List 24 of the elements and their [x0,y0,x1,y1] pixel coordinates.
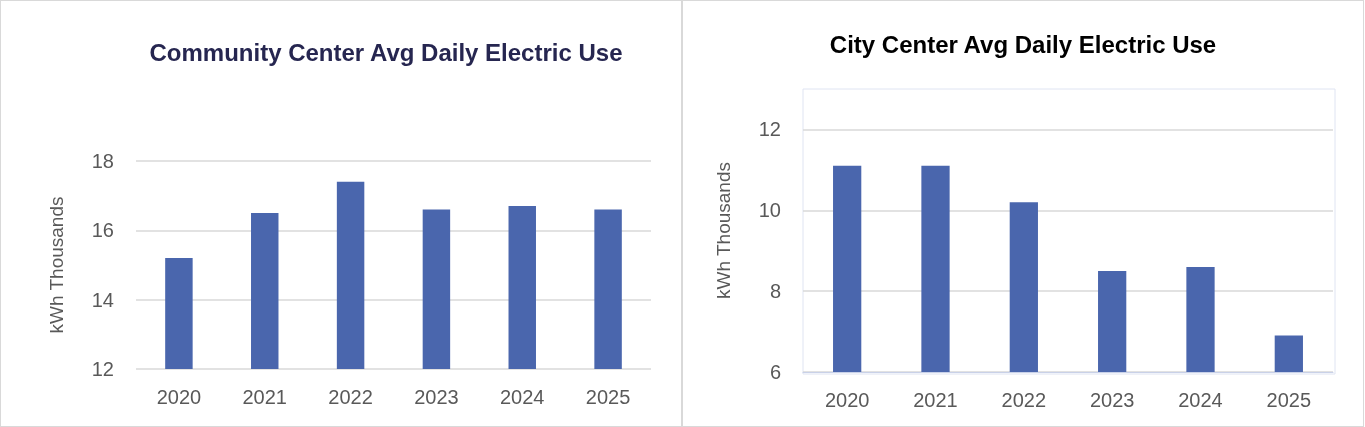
x-tick-label: 2020 [156,386,202,408]
x-tick-label: 2025 [1266,389,1312,411]
x-tick-label: 2020 [824,389,870,411]
y-tick-label: 16 [91,219,114,242]
y-tick-label: 14 [91,288,114,311]
chart-title: Community Center Avg Daily Electric Use [149,38,623,66]
y-tick-label: 8 [769,280,781,303]
y-axis-title: kWh Thousands [46,196,67,334]
y-tick-label: 6 [769,361,781,383]
y-tick-label: 18 [91,150,114,172]
y-tick-label: 10 [758,199,781,222]
x-tick-label: 2023 [414,386,459,408]
x-tick-label: 2021 [913,389,958,411]
y-tick-label: 12 [758,118,781,141]
x-tick-label: 2021 [242,386,287,408]
x-tick-label: 2022 [328,386,373,408]
x-tick-label: 2025 [585,386,631,408]
y-axis-title: kWh Thousands [713,162,734,299]
x-tick-label: 2024 [500,386,545,408]
x-tick-label: 2024 [1178,389,1223,411]
x-tick-label: 2023 [1089,389,1135,411]
chart-title: City Center Avg Daily Electric Use [829,30,1217,58]
y-tick-label: 12 [91,358,114,380]
x-tick-label: 2022 [1001,389,1047,411]
